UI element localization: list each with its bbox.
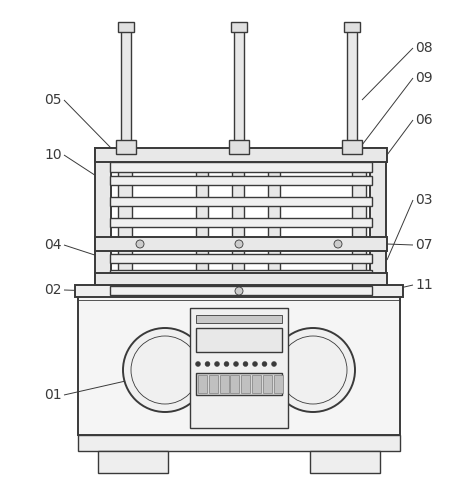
Circle shape: [233, 361, 238, 367]
Circle shape: [195, 361, 201, 367]
Bar: [95, 273, 387, 285]
Circle shape: [136, 240, 144, 248]
Bar: [110, 254, 372, 263]
Text: 01: 01: [44, 388, 62, 402]
Bar: [209, 375, 218, 393]
Circle shape: [262, 361, 267, 367]
Bar: [342, 140, 362, 154]
Circle shape: [235, 287, 243, 295]
Bar: [198, 375, 207, 393]
Bar: [232, 148, 244, 285]
Bar: [231, 375, 239, 393]
Bar: [110, 218, 372, 227]
Circle shape: [205, 361, 210, 367]
Bar: [310, 451, 380, 473]
Bar: [347, 30, 357, 152]
Text: 03: 03: [415, 193, 432, 207]
Bar: [110, 270, 372, 279]
Bar: [110, 197, 372, 206]
Circle shape: [224, 361, 229, 367]
Bar: [110, 286, 372, 295]
Bar: [118, 148, 132, 285]
Bar: [110, 176, 372, 185]
Bar: [110, 162, 372, 172]
Bar: [118, 22, 134, 32]
Bar: [274, 375, 283, 393]
Circle shape: [253, 361, 257, 367]
Text: 02: 02: [44, 283, 62, 297]
Circle shape: [271, 328, 355, 412]
Bar: [95, 237, 387, 251]
Bar: [196, 373, 282, 395]
Bar: [121, 30, 131, 152]
Bar: [268, 148, 280, 285]
Bar: [231, 22, 247, 32]
Text: 09: 09: [415, 71, 432, 85]
Text: 08: 08: [415, 41, 432, 55]
Circle shape: [243, 361, 248, 367]
Bar: [344, 22, 360, 32]
Bar: [252, 375, 261, 393]
Bar: [241, 375, 250, 393]
Bar: [234, 30, 244, 152]
Bar: [229, 140, 249, 154]
Text: 07: 07: [415, 238, 432, 252]
Bar: [219, 375, 229, 393]
Circle shape: [123, 328, 207, 412]
Bar: [196, 148, 208, 285]
Text: 04: 04: [44, 238, 62, 252]
Bar: [370, 148, 386, 285]
Text: 11: 11: [415, 278, 433, 292]
Circle shape: [214, 361, 219, 367]
Text: 06: 06: [415, 113, 432, 127]
Bar: [196, 315, 282, 323]
Bar: [190, 308, 288, 428]
Bar: [75, 285, 403, 297]
Bar: [196, 328, 282, 352]
Bar: [95, 148, 111, 285]
Text: 10: 10: [44, 148, 62, 162]
Bar: [116, 140, 136, 154]
Circle shape: [272, 361, 276, 367]
Text: 05: 05: [44, 93, 62, 107]
Circle shape: [235, 240, 243, 248]
Bar: [352, 148, 366, 285]
Bar: [98, 451, 168, 473]
Bar: [263, 375, 272, 393]
Bar: [78, 435, 400, 451]
Circle shape: [334, 240, 342, 248]
Bar: [95, 148, 387, 162]
Bar: [78, 290, 400, 435]
